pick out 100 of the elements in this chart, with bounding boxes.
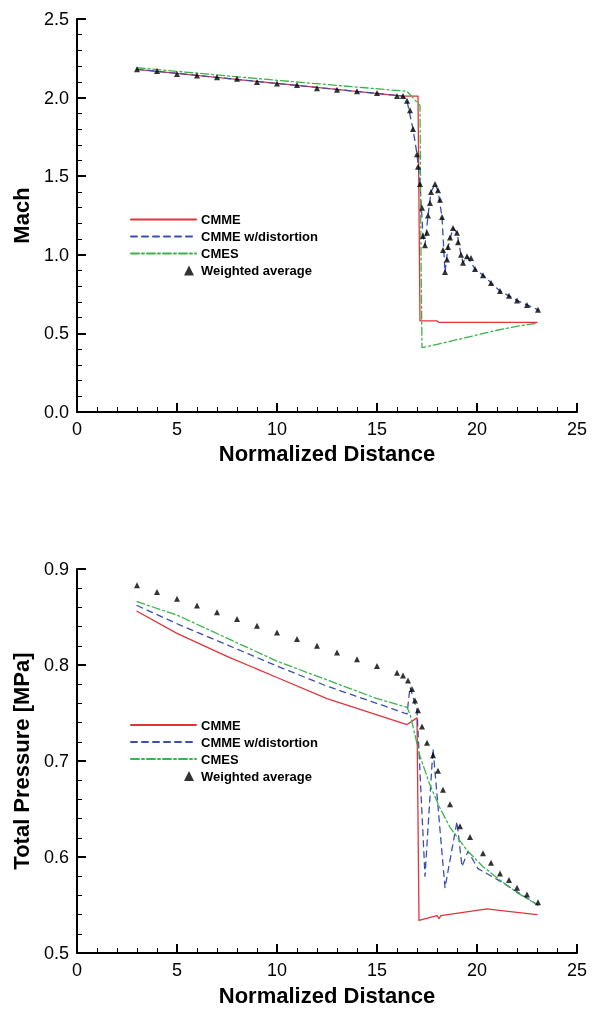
point (535, 306, 541, 313)
point (134, 582, 140, 589)
x-tick-label: 5 (171, 960, 183, 981)
point (394, 93, 400, 100)
y-tick-label: 0.5 (43, 323, 69, 344)
point (424, 229, 430, 236)
point (419, 723, 425, 730)
point (435, 767, 441, 774)
x-axis-title: Normalized Distance (218, 982, 436, 1008)
point (374, 89, 380, 96)
point (444, 256, 450, 263)
point (154, 67, 160, 74)
legend-label: Weighted average (201, 263, 313, 278)
point (234, 75, 240, 82)
point (514, 884, 520, 891)
point (394, 669, 400, 676)
point (254, 622, 260, 629)
y-tick-label: 0.8 (43, 655, 69, 676)
point (430, 752, 436, 759)
point (154, 589, 160, 596)
point (404, 97, 410, 104)
y-tick-label: 2.0 (43, 87, 69, 108)
point (254, 78, 260, 85)
point (488, 859, 494, 866)
point (457, 823, 463, 830)
point (447, 801, 453, 808)
x-tick-label: 5 (171, 419, 183, 439)
x-axis-title: Normalized Distance (218, 441, 436, 467)
point (409, 686, 415, 693)
point (454, 229, 460, 236)
point (480, 272, 486, 279)
legend-label: Weighted average (201, 768, 313, 784)
point (334, 649, 340, 656)
legend-label: CMME w/distortion (201, 229, 319, 244)
point (134, 66, 140, 73)
point (432, 181, 438, 188)
point (425, 212, 431, 219)
point (506, 877, 512, 884)
point (450, 225, 456, 232)
y-tick-label: 2.5 (43, 9, 69, 29)
legend-label: CMME w/distortion (201, 734, 319, 750)
point (400, 93, 406, 100)
x-tick-label: 20 (466, 419, 488, 439)
point (468, 254, 474, 261)
point (407, 107, 413, 114)
point (445, 243, 451, 250)
legend-label: CMME (201, 212, 242, 227)
legend-label: CMES (201, 751, 239, 767)
point (415, 707, 421, 714)
x-tick-label: 15 (366, 419, 388, 439)
point (455, 239, 461, 246)
point (524, 891, 530, 898)
point (472, 265, 478, 272)
point (174, 71, 180, 78)
y-tick-label: 1.0 (43, 244, 69, 265)
point (414, 151, 420, 158)
point (428, 188, 434, 195)
legend-label: CMME (201, 717, 242, 733)
point (400, 672, 406, 679)
point (354, 88, 360, 95)
point (420, 232, 426, 239)
point (412, 697, 418, 704)
point (440, 786, 446, 793)
point (447, 234, 453, 241)
point (535, 899, 541, 906)
y-tick-label: 1.5 (43, 166, 69, 187)
x-tick-label: 25 (566, 960, 588, 981)
point (417, 181, 423, 188)
point (314, 642, 320, 649)
point (374, 662, 380, 669)
point (488, 280, 494, 287)
point (464, 253, 470, 260)
point (214, 74, 220, 81)
point (410, 126, 416, 133)
point (427, 199, 433, 206)
x-tick-label: 15 (366, 960, 388, 981)
x-tick-label: 10 (266, 960, 288, 981)
point (467, 833, 473, 840)
x-tick-label: 20 (466, 960, 488, 981)
point (422, 242, 428, 249)
point (524, 302, 530, 309)
point (424, 739, 430, 746)
point (415, 163, 421, 170)
y-tick-label: 0.7 (43, 751, 69, 772)
y-axis-title: Total Pressure [MPa] (8, 652, 34, 870)
point (442, 269, 448, 276)
point (439, 214, 445, 221)
point (314, 85, 320, 92)
point (480, 850, 486, 857)
y-axis-title: Mach (8, 187, 34, 244)
point (294, 636, 300, 643)
point (435, 187, 441, 194)
point (405, 677, 411, 684)
point (460, 259, 466, 266)
point (497, 870, 503, 877)
x-tick-label: 10 (266, 419, 288, 439)
point (234, 615, 240, 622)
point (274, 80, 280, 87)
point (194, 602, 200, 609)
point (440, 247, 446, 254)
